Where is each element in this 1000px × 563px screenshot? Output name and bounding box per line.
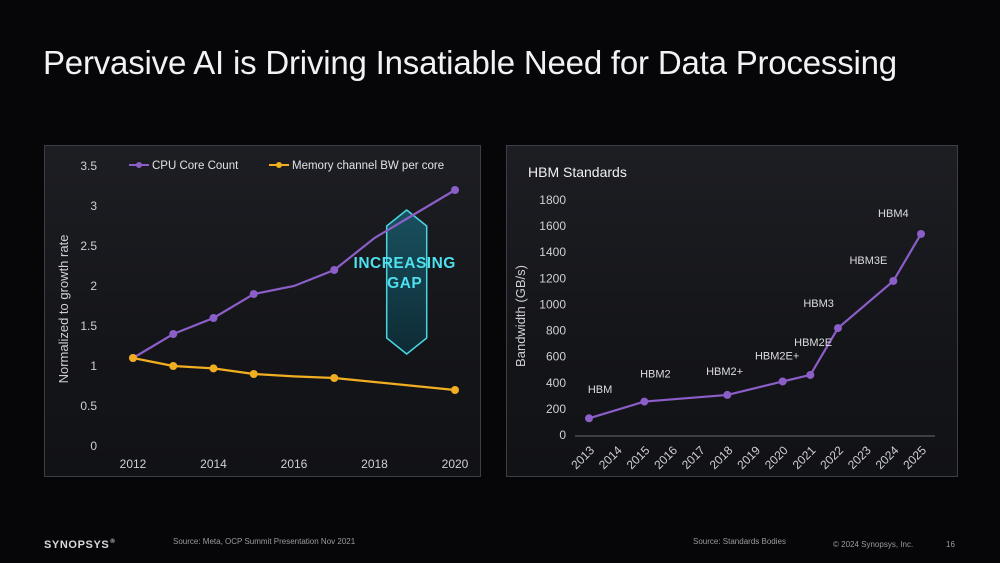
y-tick-label: 1 — [90, 359, 97, 373]
x-tick-label: 2016 — [281, 457, 308, 471]
hbm-standard-label: HBM — [588, 384, 612, 396]
x-tick-label: 2025 — [900, 443, 929, 472]
data-point — [917, 229, 925, 238]
legend-marker — [276, 162, 282, 168]
data-point — [585, 414, 593, 423]
y-tick-label: 600 — [546, 350, 566, 364]
hbm-standard-label: HBM2+ — [706, 366, 743, 378]
logo-trademark: ® — [110, 539, 116, 545]
data-point — [209, 364, 218, 373]
y-tick-label: 1600 — [539, 219, 566, 233]
data-point — [889, 276, 898, 285]
x-tick-label: 2019 — [734, 443, 763, 472]
x-tick-label: 2022 — [817, 443, 846, 472]
copyright: © 2024 Synopsys, Inc. — [833, 540, 914, 549]
legend-marker — [136, 162, 142, 168]
slide-title: Pervasive AI is Driving Insatiable Need … — [43, 44, 897, 81]
data-point — [640, 397, 649, 406]
y-tick-label: 1400 — [539, 245, 566, 259]
data-point — [723, 390, 732, 399]
hbm-standards-chart: HBM Standards 0 200 400 600 800 1000 1200 1400 16… — [513, 164, 935, 472]
increasing-gap-arrow — [385, 209, 428, 355]
x-tick-label: 2023 — [845, 443, 874, 472]
y-tick-label: 2 — [90, 279, 97, 293]
chart-title: HBM Standards — [528, 164, 627, 180]
data-point — [834, 324, 842, 333]
y-tick-label: 2.5 — [80, 239, 97, 253]
x-tick-label: 2014 — [200, 457, 227, 471]
legend-label: Memory channel BW per core — [292, 160, 444, 172]
data-point — [249, 290, 258, 298]
y-tick-label: 1.5 — [80, 319, 97, 333]
source-left: Source: Meta, OCP Summit Presentation No… — [173, 537, 356, 546]
hbm-standard-label: HBM2E+ — [755, 350, 799, 362]
y-tick-label: 800 — [546, 324, 566, 338]
series-line — [588, 233, 922, 420]
data-point — [209, 314, 218, 322]
hbm-standard-label: HBM2E — [794, 337, 832, 349]
increasing-gap-label: GAP — [387, 275, 422, 292]
data-point — [330, 374, 339, 382]
x-tick-label: 2021 — [790, 443, 819, 472]
data-point — [249, 370, 258, 378]
y-tick-label: 1800 — [539, 193, 566, 207]
y-tick-label: 3 — [90, 199, 97, 213]
x-tick-label: 2016 — [651, 443, 680, 472]
data-point — [806, 370, 815, 379]
x-tick-label: 2017 — [679, 443, 708, 472]
x-tick-label: 2018 — [361, 457, 388, 471]
series-line — [132, 356, 456, 392]
x-tick-label: 2015 — [624, 443, 653, 472]
y-tick-label: 200 — [546, 402, 566, 416]
hbm-standard-label: HBM3 — [803, 298, 834, 310]
synopsys-logo: SYNOPSYS® — [44, 539, 115, 551]
increasing-gap-label: INCREASING — [354, 255, 456, 272]
hbm-standard-label: HBM3E — [849, 255, 887, 267]
data-point — [778, 377, 787, 386]
y-tick-label: 0 — [559, 428, 566, 442]
y-tick-label: 0 — [90, 439, 97, 453]
x-tick-label: 2014 — [596, 443, 625, 472]
data-point — [330, 266, 339, 274]
hbm-standard-label: HBM2 — [640, 369, 671, 381]
x-tick-label: 2024 — [873, 443, 902, 472]
x-tick-label: 2020 — [762, 443, 791, 472]
series-line — [132, 189, 456, 359]
data-point — [451, 186, 459, 194]
data-point — [169, 330, 178, 338]
x-tick-label: 2020 — [442, 457, 469, 471]
legend-label: CPU Core Count — [152, 160, 239, 172]
cpu-vs-memory-chart: 0 0.5 1 1.5 2 2.5 3 3.5 2012 2014 2016 2018 2020 Norm… — [56, 159, 469, 471]
page-number: 16 — [946, 540, 955, 549]
data-point — [129, 354, 137, 362]
y-tick-label: 400 — [546, 376, 566, 390]
hbm-standards-chart-panel: HBM Standards 0 200 400 600 800 1000 1200 1400 16… — [506, 145, 958, 477]
logo-text: SYNOPSYS — [44, 539, 110, 551]
y-tick-label: 0.5 — [80, 399, 97, 413]
x-tick-label: 2013 — [568, 443, 597, 472]
cpu-vs-memory-chart-panel: 0 0.5 1 1.5 2 2.5 3 3.5 2012 2014 2016 2018 2020 Norm… — [44, 145, 481, 477]
hbm-standard-label: HBM4 — [878, 208, 909, 220]
x-tick-label: 2018 — [707, 443, 736, 472]
data-point — [169, 362, 178, 370]
data-point — [451, 386, 459, 394]
y-tick-label: 3.5 — [80, 159, 97, 173]
x-tick-label: 2012 — [120, 457, 147, 471]
source-right: Source: Standards Bodies — [693, 537, 786, 546]
y-axis-label: Normalized to growth rate — [56, 235, 71, 384]
y-tick-label: 1200 — [539, 271, 566, 285]
y-tick-label: 1000 — [539, 297, 566, 311]
y-axis-label: Bandwidth (GB/s) — [513, 265, 528, 367]
